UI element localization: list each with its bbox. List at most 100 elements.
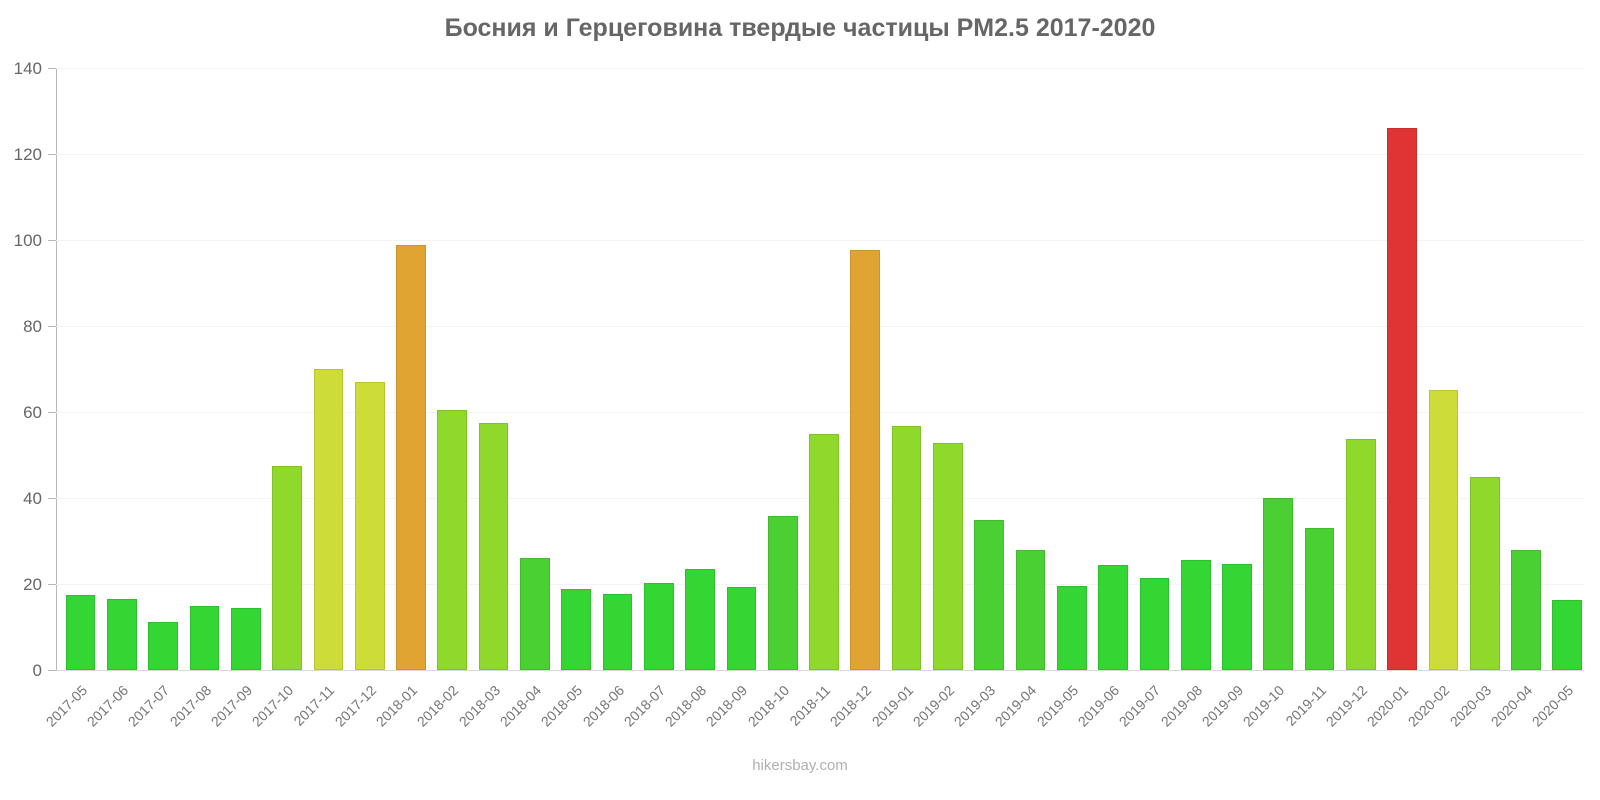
x-tick-label: 2019-01 <box>868 682 916 730</box>
bar[interactable] <box>1263 498 1294 670</box>
y-tick-label: 140 <box>13 59 42 78</box>
gridline <box>56 154 1584 155</box>
bar[interactable] <box>1469 476 1500 670</box>
y-tick-mark <box>48 326 56 327</box>
bar[interactable] <box>1139 577 1170 670</box>
x-tick-label: 2019-03 <box>950 682 999 730</box>
y-tick-label: 0 <box>32 661 42 680</box>
bar[interactable] <box>561 588 592 670</box>
x-tick-label: 2020-04 <box>1487 682 1536 730</box>
bar[interactable] <box>230 608 261 670</box>
x-tick-label: 2017-08 <box>166 682 214 730</box>
x-tick-label: 2018-03 <box>455 682 503 730</box>
y-tick-mark <box>48 68 56 69</box>
bar[interactable] <box>1346 438 1376 670</box>
bar[interactable] <box>437 410 468 670</box>
bar[interactable] <box>272 466 302 670</box>
bar[interactable] <box>396 245 426 670</box>
y-tick-mark <box>48 412 56 413</box>
bar[interactable] <box>520 558 550 670</box>
bar[interactable] <box>1304 528 1335 670</box>
x-tick-label: 2017-05 <box>42 682 90 730</box>
bar[interactable] <box>643 582 674 670</box>
x-tick-label: 2019-09 <box>1198 682 1247 730</box>
bar[interactable] <box>189 605 220 670</box>
bar[interactable] <box>933 442 963 670</box>
bar[interactable] <box>313 369 344 670</box>
bar[interactable] <box>767 516 798 670</box>
bar[interactable] <box>1098 565 1128 670</box>
bar[interactable] <box>478 423 509 670</box>
bar[interactable] <box>1387 128 1418 670</box>
x-tick-label: 2018-07 <box>620 682 669 730</box>
x-tick-label: 2018-04 <box>496 682 545 730</box>
gridline <box>56 240 1584 241</box>
y-tick-label: 100 <box>13 231 42 250</box>
bar[interactable] <box>891 426 922 670</box>
bar[interactable] <box>1552 600 1583 670</box>
x-tick-label: 2018-05 <box>537 682 586 730</box>
x-tick-label: 2018-02 <box>413 682 462 730</box>
x-tick-label: 2018-10 <box>744 682 793 730</box>
bar[interactable] <box>1511 549 1541 670</box>
bar[interactable] <box>107 598 137 670</box>
y-tick-label: 20 <box>23 575 42 594</box>
y-tick-label: 40 <box>23 489 42 508</box>
x-tick-label: 2018-09 <box>703 682 751 730</box>
x-tick-label: 2017-09 <box>207 682 256 730</box>
bar[interactable] <box>148 621 179 670</box>
bar[interactable] <box>1428 389 1459 670</box>
bar[interactable] <box>354 381 385 670</box>
x-tick-label: 2019-07 <box>1116 682 1164 730</box>
bars-layer <box>56 68 1584 670</box>
bar[interactable] <box>1056 585 1087 670</box>
x-tick-label: 2018-11 <box>786 682 834 729</box>
y-tick-mark <box>48 584 56 585</box>
bar[interactable] <box>726 587 757 670</box>
y-tick-label: 120 <box>13 145 42 164</box>
bar[interactable] <box>809 433 839 670</box>
x-tick-label: 2019-05 <box>1033 682 1082 730</box>
y-tick-mark <box>48 670 56 671</box>
gridline <box>56 412 1584 413</box>
x-tick-label: 2020-03 <box>1446 682 1495 730</box>
bar[interactable] <box>685 568 715 670</box>
y-tick-label: 60 <box>23 403 42 422</box>
bar[interactable] <box>1222 563 1252 670</box>
x-tick-label: 2019-11 <box>1281 682 1329 729</box>
x-tick-label: 2019-10 <box>1239 682 1288 730</box>
x-tick-label: 2019-08 <box>1157 682 1205 730</box>
bar[interactable] <box>65 595 96 670</box>
gridline <box>56 670 1584 671</box>
x-tick-label: 2017-11 <box>290 682 338 729</box>
y-tick-mark <box>48 498 56 499</box>
x-tick-label: 2018-01 <box>372 682 421 730</box>
bar[interactable] <box>1015 549 1046 670</box>
x-tick-label: 2020-02 <box>1405 682 1453 730</box>
gridline <box>56 326 1584 327</box>
y-tick-label: 80 <box>23 317 42 336</box>
x-tick-label: 2017-12 <box>331 682 380 730</box>
x-tick-label: 2020-05 <box>1529 682 1577 730</box>
footer-credit: hikersbay.com <box>752 757 848 774</box>
y-axis-line <box>56 68 57 670</box>
chart-title: Босния и Герцеговина твердые частицы PM2… <box>444 14 1156 42</box>
x-tick-label: 2019-06 <box>1074 682 1123 730</box>
x-tick-label: 2018-08 <box>661 682 710 730</box>
x-tick-label: 2017-07 <box>124 682 173 730</box>
x-tick-label: 2019-02 <box>909 682 958 730</box>
gridline <box>56 68 1584 69</box>
bar[interactable] <box>602 593 633 670</box>
x-tick-label: 2018-06 <box>579 682 627 730</box>
x-tick-label: 2017-10 <box>248 682 297 730</box>
x-tick-label: 2017-06 <box>83 682 132 730</box>
y-tick-mark <box>48 154 56 155</box>
y-tick-mark <box>48 240 56 241</box>
bar[interactable] <box>1180 559 1211 670</box>
x-tick-label: 2019-04 <box>992 682 1040 730</box>
bar[interactable] <box>974 520 1005 670</box>
x-axis-labels: 2017-05 2017-06 2017-07 2017-08 2017-09 2017-… <box>42 674 1584 744</box>
bar[interactable] <box>850 250 881 670</box>
x-tick-label: 2018-12 <box>826 682 875 730</box>
